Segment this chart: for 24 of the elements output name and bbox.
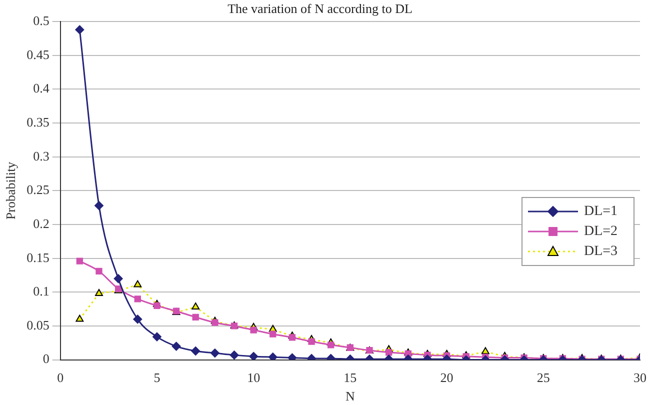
y-tick-label: 0.25 xyxy=(26,182,50,198)
legend-label: DL=2 xyxy=(584,224,618,240)
chart-title: The variation of N according to DL xyxy=(228,1,412,16)
x-tick-label: 20 xyxy=(440,370,454,386)
y-tick-label: 0 xyxy=(42,351,50,366)
x-tick-label: 15 xyxy=(344,370,357,386)
y-tick-label: 0.05 xyxy=(26,317,50,332)
x-tick-label: 30 xyxy=(634,370,646,386)
y-tick-label: 0.15 xyxy=(26,250,50,265)
y-axis-title: Probability xyxy=(3,161,18,220)
x-tick-label: 25 xyxy=(536,370,550,386)
y-tick-label: 0.5 xyxy=(33,13,50,28)
y-tick-label: 0.45 xyxy=(26,46,50,62)
y-tick-label: 0.2 xyxy=(33,216,50,231)
y-tick-label: 0.4 xyxy=(33,80,50,96)
y-tick-label: 0.35 xyxy=(26,114,50,130)
x-tick-label: 0 xyxy=(57,370,64,386)
legend-label: DL=3 xyxy=(584,244,618,260)
y-tick-label: 0.3 xyxy=(33,148,50,164)
x-axis-title: N xyxy=(345,388,356,404)
x-tick-label: 10 xyxy=(247,370,260,386)
y-tick-label: 0.1 xyxy=(33,284,50,299)
x-tick-label: 5 xyxy=(154,370,160,386)
legend-label: DL=1 xyxy=(584,204,618,220)
